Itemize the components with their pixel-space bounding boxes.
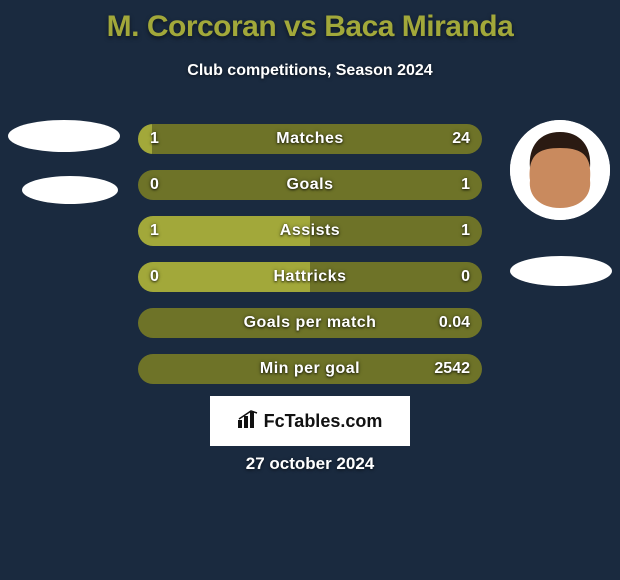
club-left-logo (22, 176, 118, 204)
stat-row: Goals0 1 (138, 170, 482, 200)
player-left-avatar (8, 120, 120, 152)
stat-value-right: 1 (461, 216, 470, 246)
club-right-logo (510, 256, 612, 286)
page-title: M. Corcoran vs Baca Miranda (0, 0, 620, 44)
brand-badge: FcTables.com (210, 396, 410, 446)
date-label: 27 october 2024 (0, 454, 620, 474)
stat-value-left: 0 (150, 170, 159, 200)
brand-text: FcTables.com (264, 411, 383, 432)
stat-row: Hattricks0 0 (138, 262, 482, 292)
stat-value-right: 0 (461, 262, 470, 292)
stat-label: Assists (138, 216, 482, 246)
stat-value-right: 2542 (434, 354, 470, 384)
stat-row: Assists1 1 (138, 216, 482, 246)
stat-label: Matches (138, 124, 482, 154)
stat-row: Goals per match0.04 (138, 308, 482, 338)
stat-label: Goals per match (138, 308, 482, 338)
stat-value-right: 24 (452, 124, 470, 154)
stat-bars: Matches124Goals01Assists11Hattricks00Goa… (138, 124, 482, 400)
stat-label: Min per goal (138, 354, 482, 384)
stat-value-left: 0 (150, 262, 159, 292)
stat-row: Matches1 24 (138, 124, 482, 154)
stat-label: Hattricks (138, 262, 482, 292)
stat-label: Goals (138, 170, 482, 200)
stat-value-right: 1 (461, 170, 470, 200)
stat-value-left: 1 (150, 216, 159, 246)
player-right-avatar (510, 120, 610, 220)
subtitle: Club competitions, Season 2024 (0, 62, 620, 80)
stat-value-left: 1 (150, 124, 159, 154)
bar-chart-icon (238, 410, 258, 433)
comparison-card: M. Corcoran vs Baca Miranda Club competi… (0, 0, 620, 580)
stat-row: Min per goal2542 (138, 354, 482, 384)
stat-value-right: 0.04 (439, 308, 470, 338)
